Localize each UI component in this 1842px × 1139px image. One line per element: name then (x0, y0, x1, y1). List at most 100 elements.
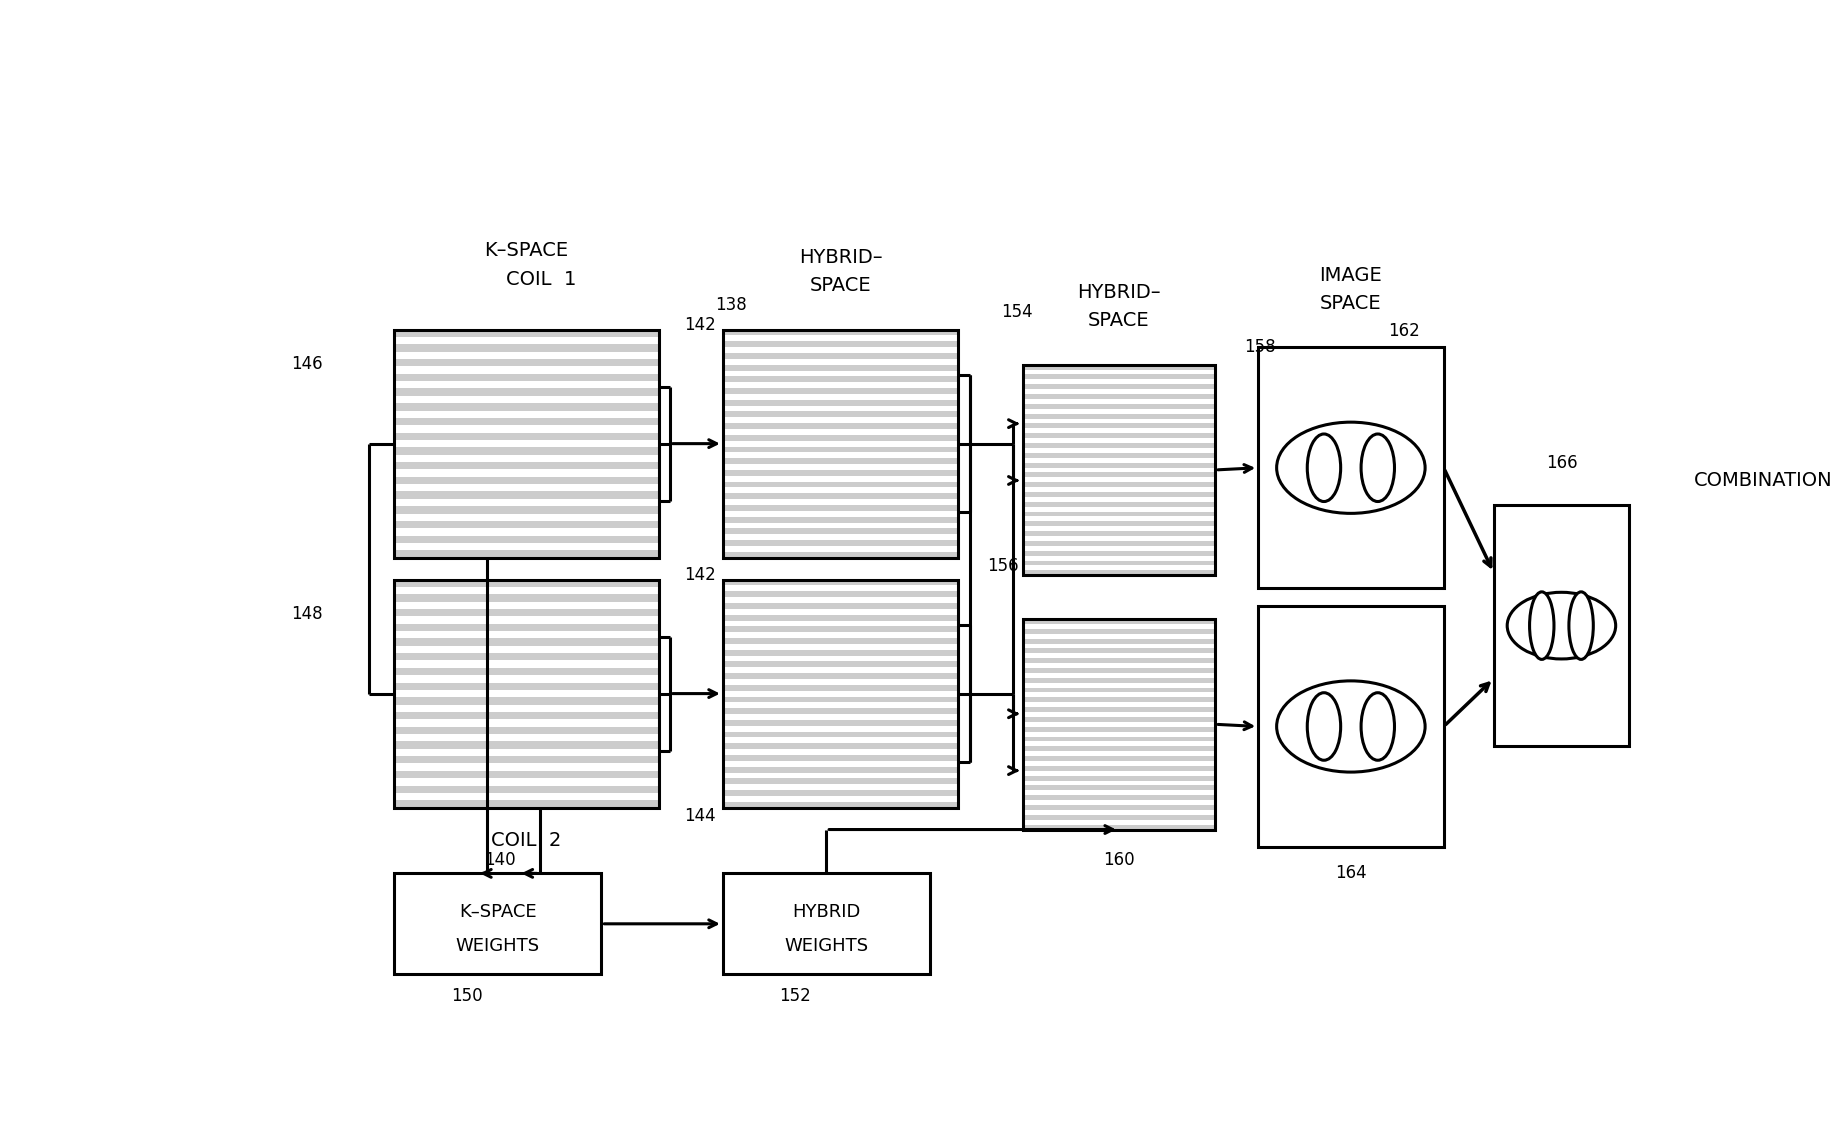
Bar (722, 329, 958, 336)
Bar (1022, 737, 1216, 741)
Circle shape (1507, 592, 1615, 659)
Text: 150: 150 (451, 988, 483, 1006)
Bar (1022, 629, 1216, 633)
Bar (394, 786, 659, 793)
Text: 154: 154 (1002, 303, 1033, 321)
Text: WEIGHTS: WEIGHTS (455, 937, 540, 954)
Bar (1022, 648, 1216, 654)
Bar (1022, 814, 1216, 820)
Bar (394, 609, 659, 616)
Bar (722, 400, 958, 405)
Bar (1022, 443, 1216, 448)
Text: 148: 148 (291, 605, 322, 623)
Bar (394, 462, 659, 469)
Bar (394, 448, 659, 454)
Bar (394, 329, 659, 558)
Bar (1022, 404, 1216, 409)
Text: 158: 158 (1243, 338, 1275, 357)
Ellipse shape (1529, 592, 1555, 659)
Bar (1022, 707, 1216, 712)
Text: 144: 144 (683, 808, 717, 826)
Text: SPACE: SPACE (1321, 294, 1382, 313)
Bar (1022, 482, 1216, 487)
Ellipse shape (1361, 693, 1394, 760)
Bar (722, 580, 958, 808)
Text: 164: 164 (1335, 865, 1367, 883)
Bar (1022, 571, 1216, 575)
Bar (394, 771, 659, 778)
Bar (1022, 620, 1216, 829)
Bar (1022, 394, 1216, 399)
Text: HYBRID–: HYBRID– (799, 248, 882, 268)
Bar (722, 411, 958, 417)
Bar (394, 403, 659, 410)
Text: 146: 146 (291, 355, 322, 372)
Bar (394, 624, 659, 631)
Bar (1022, 492, 1216, 497)
Bar (722, 802, 958, 808)
Bar (1022, 424, 1216, 428)
Bar (394, 329, 659, 337)
Text: IMAGE: IMAGE (1319, 265, 1382, 285)
Bar (1022, 375, 1216, 379)
Text: 166: 166 (1545, 454, 1577, 472)
Bar (394, 580, 659, 808)
Bar (1022, 502, 1216, 507)
Bar (394, 595, 659, 601)
Bar (1022, 473, 1216, 477)
Bar (394, 741, 659, 748)
Text: K–SPACE: K–SPACE (484, 241, 569, 260)
Bar (722, 790, 958, 796)
Ellipse shape (1361, 434, 1394, 501)
Bar (394, 418, 659, 425)
Bar (394, 580, 659, 808)
Bar (394, 756, 659, 763)
Bar (722, 424, 958, 429)
Bar (394, 506, 659, 514)
Bar (394, 477, 659, 484)
Bar (1022, 620, 1216, 829)
Bar (394, 359, 659, 367)
Bar (1022, 746, 1216, 752)
Ellipse shape (1308, 693, 1341, 760)
Text: COIL  1: COIL 1 (505, 270, 577, 289)
Bar (722, 493, 958, 499)
Bar (722, 603, 958, 609)
Bar (394, 535, 659, 543)
Bar (1022, 765, 1216, 771)
Bar (722, 580, 958, 808)
Text: 142: 142 (683, 566, 717, 584)
Text: SPACE: SPACE (810, 277, 871, 295)
Bar (1022, 522, 1216, 526)
Text: COMBINATION: COMBINATION (1693, 470, 1833, 490)
Bar (1494, 505, 1628, 746)
Bar (722, 388, 958, 394)
Bar (394, 433, 659, 440)
Bar (1022, 667, 1216, 673)
Bar (722, 638, 958, 644)
Text: 160: 160 (1103, 851, 1135, 869)
Text: WEIGHTS: WEIGHTS (785, 937, 868, 954)
Bar (1022, 716, 1216, 722)
Bar (722, 353, 958, 359)
Bar (1022, 560, 1216, 565)
Bar (722, 626, 958, 632)
Bar (722, 673, 958, 679)
Bar (1022, 658, 1216, 663)
Bar (394, 639, 659, 646)
Bar (1022, 511, 1216, 516)
Bar (722, 517, 958, 523)
Bar (1022, 756, 1216, 761)
Bar (722, 778, 958, 785)
Bar (722, 874, 930, 974)
Bar (394, 550, 659, 558)
Bar (1022, 413, 1216, 418)
Bar (394, 682, 659, 690)
Bar (394, 374, 659, 382)
Text: 152: 152 (779, 988, 810, 1006)
Bar (722, 446, 958, 452)
Bar (722, 767, 958, 772)
Bar (722, 720, 958, 726)
Bar (722, 697, 958, 703)
Bar (722, 435, 958, 441)
